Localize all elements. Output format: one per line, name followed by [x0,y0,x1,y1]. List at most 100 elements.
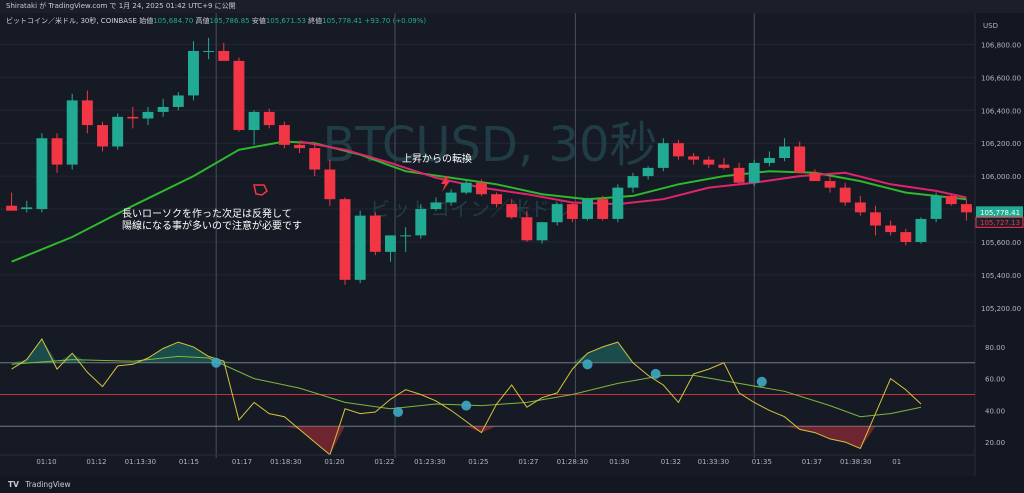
candle-body [385,235,396,252]
cross-marker [211,357,222,368]
last-price-label: 105,778.41 [980,209,1020,217]
candle-body [642,167,654,177]
currency-label: USD [983,22,998,30]
time-tick-label: 01:20 [324,458,344,466]
candle-body [339,199,351,280]
publish-line: Shirataki が TradingView.com で 1月 24, 202… [6,2,236,10]
candle-body [521,217,533,241]
candle-body [97,125,108,147]
candle-body [400,235,412,237]
cross-marker [461,400,472,411]
candle-body [127,116,139,119]
ma-price-badge [975,216,1024,228]
candle-body [839,187,851,203]
time-tick-label: 01:35 [752,458,772,466]
oscillator-tick-label: 60.00 [985,376,1005,384]
candle-body [51,138,63,165]
candle-body [187,50,199,96]
candle-body [491,194,503,205]
price-tick-label: 105,400.00 [981,272,1021,280]
candle-body [36,138,48,210]
price-tick-label: 106,000.00 [981,173,1021,181]
annotation-note-line2: 陽線になる事が多いので注意が必要です [122,219,302,232]
candle-body [566,204,578,219]
candle-body [824,181,836,188]
candle-body [733,167,745,183]
annotation-trend-text: 上昇からの転換 [402,153,472,165]
oversold-fill [11,426,921,455]
candle-body [324,169,336,200]
candle-body [172,95,184,107]
candle-body [354,215,366,280]
candle-body [960,204,972,213]
oscillator-line [11,337,922,456]
price-tick-label: 105,200.00 [981,305,1021,313]
oscillator-tick-label: 80.00 [985,344,1005,352]
last-price-badge [976,206,1023,218]
candle-body [430,202,442,210]
time-tick-label: 01 [892,458,901,466]
time-tick-label: 01:33:30 [698,458,729,466]
lightning-icon [441,176,450,192]
candle-body [233,60,245,131]
candle-body [369,215,381,252]
cross-marker [393,406,404,417]
candle-body [157,106,169,112]
candle-body [263,111,275,126]
time-tick-label: 01:27 [518,458,538,466]
candle-body [203,50,215,52]
price-axis-background [975,13,1024,476]
candle-body [218,50,230,61]
watermark-name: ビットコイン／米ドル [370,197,570,221]
candle-body [612,187,624,219]
time-tick-label: 01:15 [179,458,199,466]
ma-slow-line [299,140,967,206]
candle-body [582,199,593,219]
candle-body [809,172,821,182]
brand-name: TradingView [25,480,71,489]
annotation-note-line1: 長いローソクを作った次足は反発して [122,207,292,220]
candle-body [66,100,78,165]
candle-body [475,182,487,195]
ma-price-label: 105,727.13 [980,219,1020,227]
candle-body [854,202,866,213]
candle-body [21,207,33,210]
price-tick-label: 106,800.00 [981,41,1021,49]
candle-body [627,176,639,188]
candle-body [536,222,548,241]
candle-body [930,195,942,219]
candle-body [278,125,290,145]
candle-body [718,164,730,168]
time-tick-label: 01:25 [468,458,488,466]
time-tick-label: 01:17 [232,458,252,466]
cross-marker [756,376,767,387]
candle-body [794,146,806,173]
candle-body [309,148,321,170]
down-arrow-marker-icon [253,184,268,196]
candle-body [112,116,124,147]
candle-body [779,146,791,159]
candle-body [945,195,957,205]
time-tick-label: 01:23:30 [414,458,445,466]
time-tick-label: 01:38:30 [840,458,871,466]
time-tick-label: 01:22 [374,458,394,466]
chart-background [0,13,1024,476]
watermark-symbol: BTCUSD, 30秒 [322,117,657,173]
tradingview-logo-icon: TV [8,480,19,489]
oscillator-tick-label: 40.00 [985,407,1005,415]
candle-body [445,192,457,203]
publish-header: Shirataki が TradingView.com で 1月 24, 202… [0,0,1024,13]
price-tick-label: 106,200.00 [981,140,1021,148]
candle-body [763,158,775,163]
branding-footer: TV TradingView [0,476,1024,493]
candle-body [460,182,472,193]
candle-body [6,205,18,211]
cross-marker [582,359,593,370]
candle-body [506,204,518,218]
candle-body [870,212,881,226]
time-tick-label: 01:18:30 [270,458,301,466]
candle-body [915,218,927,242]
candle-body [657,143,669,168]
time-tick-label: 01:37 [802,458,822,466]
